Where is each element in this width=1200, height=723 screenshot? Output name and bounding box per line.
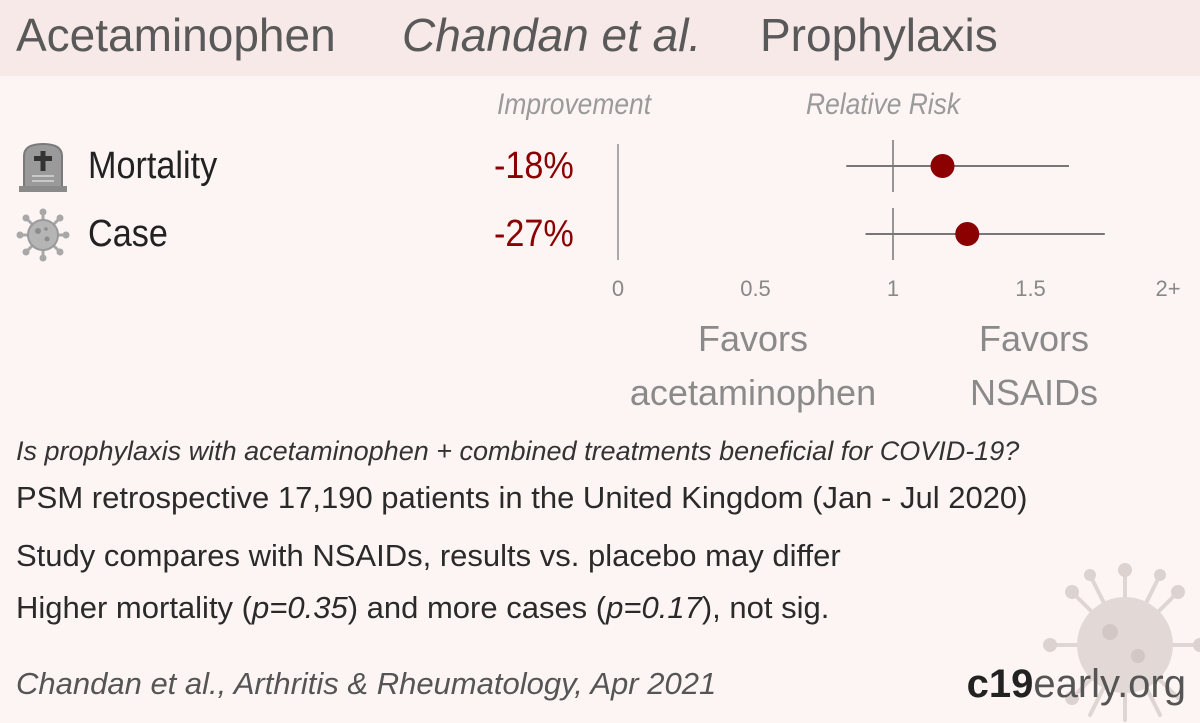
favors-right-line1: Favors <box>978 318 1090 359</box>
drug-title: Acetaminophen <box>16 9 336 61</box>
result-p-mortality: p=0.35 <box>252 590 348 625</box>
favors-right-line2: NSAIDs <box>969 372 1099 413</box>
favors-left-line1: Favors <box>697 318 809 359</box>
improvement-case: -27% <box>494 213 574 255</box>
x-tick-label-1: 0.5 <box>740 276 771 301</box>
forest-plot: 0 0.5 1 1.5 2+ <box>612 140 1181 301</box>
tombstone-icon <box>19 142 67 192</box>
brand-bold: c19 <box>966 662 1034 706</box>
x-tick-label-4: 2+ <box>1155 276 1180 301</box>
favors-left-label: Favors acetaminophen <box>622 312 884 420</box>
study-design: PSM retrospective 17,190 patients in the… <box>16 480 1028 515</box>
citation: Chandan et al., Arthritis & Rheumatology… <box>16 666 717 701</box>
study-result: Higher mortality (p=0.35) and more cases… <box>16 590 829 626</box>
result-p-case: p=0.17 <box>606 590 702 625</box>
virus-icon <box>16 208 70 262</box>
result-prefix: Higher mortality ( <box>16 590 252 625</box>
improvement-mortality: -18% <box>494 145 574 187</box>
study-comparison: Study compares with NSAIDs, results vs. … <box>16 538 841 573</box>
header-bar: Acetaminophen Chandan et al. Prophylaxis <box>0 0 1200 76</box>
improvement-column-header: Improvement <box>497 88 652 121</box>
favors-left-line2: acetaminophen <box>629 372 877 413</box>
virus-watermark-icon <box>1043 563 1200 722</box>
study-question: Is prophylaxis with acetaminophen + comb… <box>16 436 1020 466</box>
point-estimate-case <box>955 222 980 246</box>
x-tick-label-3: 1.5 <box>1015 276 1046 301</box>
result-mid: ) and more cases ( <box>347 590 607 625</box>
author-title: Chandan et al. <box>402 9 702 61</box>
study-type-title: Prophylaxis <box>760 9 998 61</box>
result-suffix: ), not sig. <box>701 590 830 625</box>
point-estimate-mortality <box>930 154 955 178</box>
favors-right-label: Favors NSAIDs <box>954 312 1114 420</box>
x-tick-label-2: 1 <box>887 276 899 301</box>
brand-rest: early <box>1033 662 1118 706</box>
x-tick-label-0: 0 <box>612 276 624 301</box>
brand-logo[interactable]: c19early.org <box>967 662 1186 707</box>
relative-risk-column-header: Relative Risk <box>806 88 961 121</box>
outcome-label-case: Case <box>88 213 168 255</box>
brand-suffix: .org <box>1117 662 1186 706</box>
outcome-label-mortality: Mortality <box>88 145 218 187</box>
